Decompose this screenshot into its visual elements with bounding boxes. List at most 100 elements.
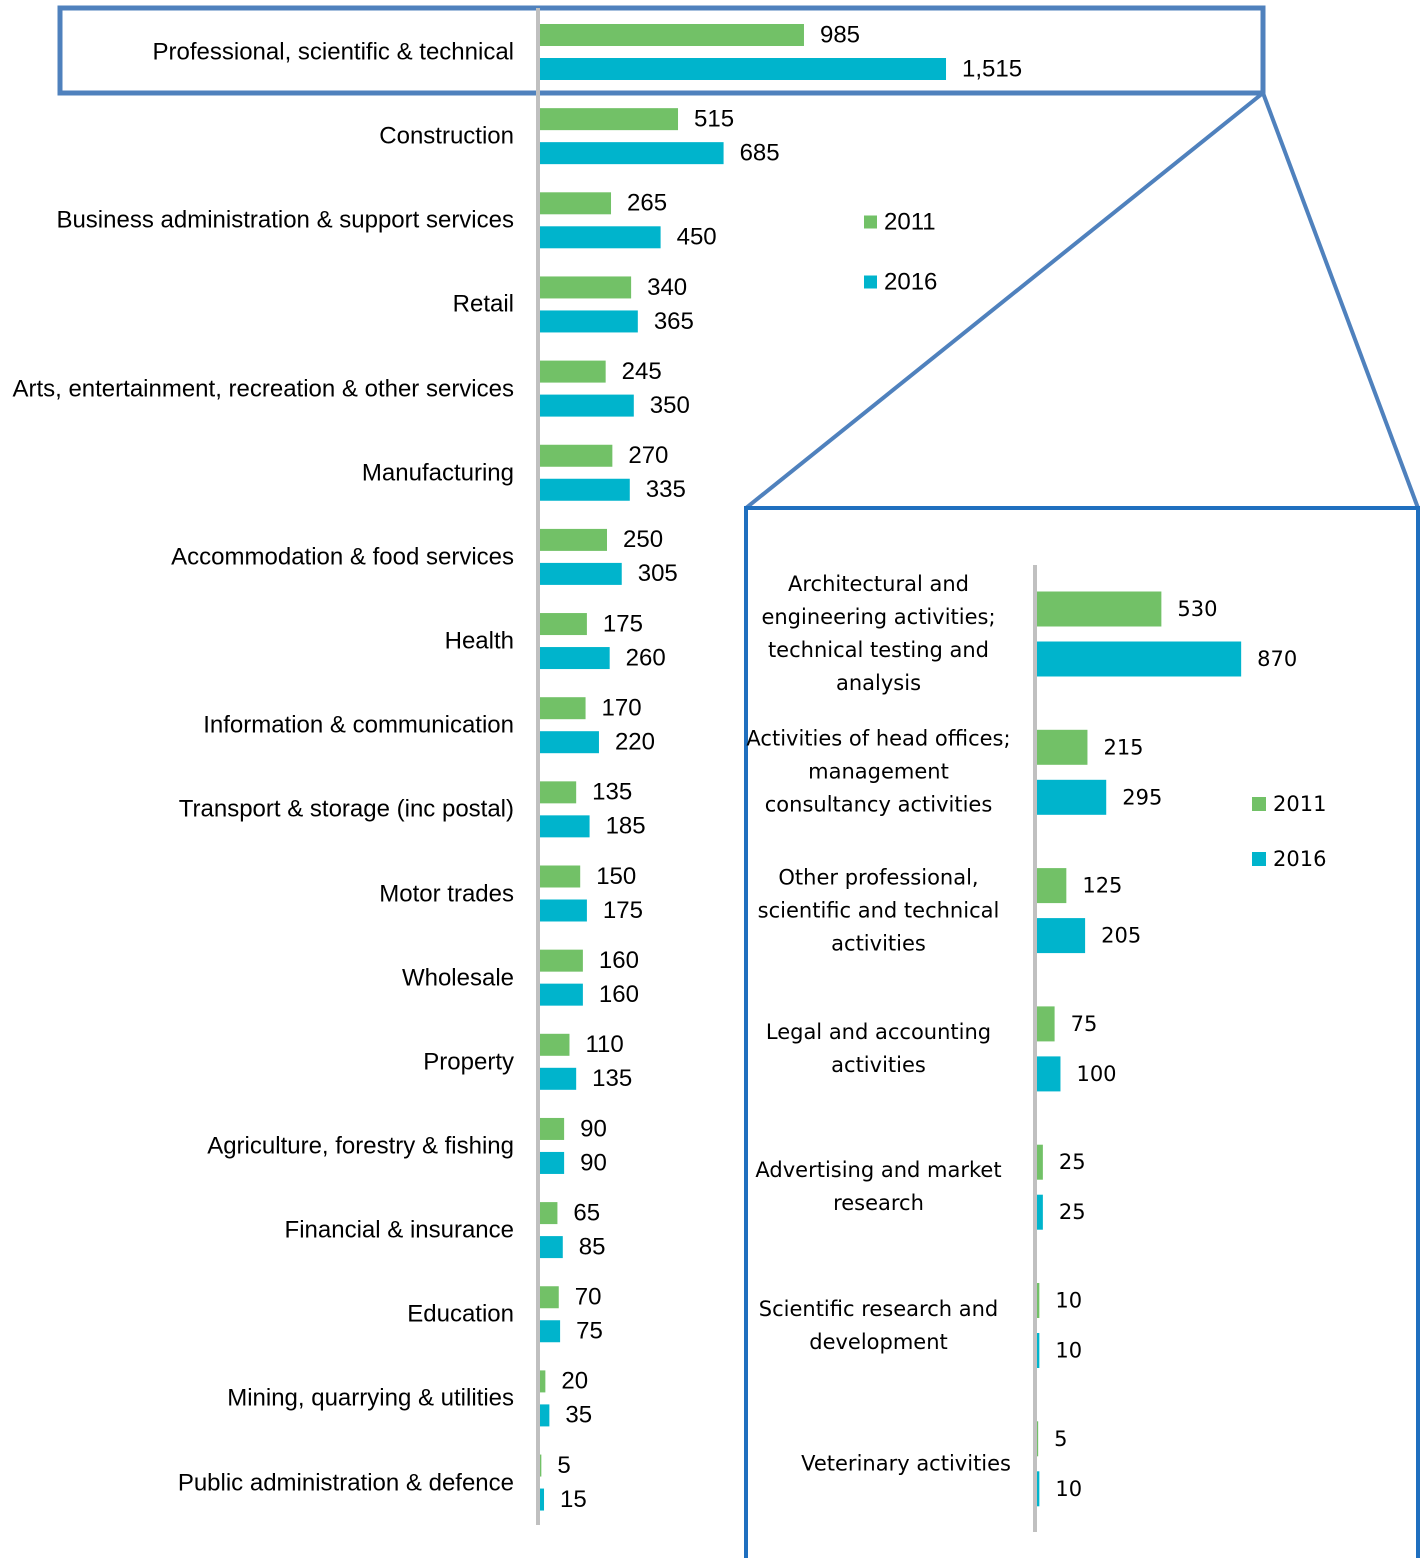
bar — [540, 276, 632, 299]
category-label: Retail — [453, 289, 514, 320]
value-label: 220 — [615, 729, 655, 756]
value-label: 305 — [638, 560, 678, 587]
value-label: 185 — [606, 813, 646, 840]
value-label: 295 — [1122, 785, 1162, 809]
category-label: Information & communication — [203, 710, 514, 741]
bar — [540, 899, 587, 922]
bar — [1037, 779, 1107, 815]
value-label: 250 — [623, 526, 663, 553]
bar — [1037, 918, 1086, 954]
bar — [540, 731, 599, 754]
legend-swatch — [864, 215, 877, 229]
category-label: Architectural and engineering activities… — [746, 568, 1011, 700]
detail-chart: 530 870 215 295 125 205 75 100 25 25 10 10 5 10 2011 20… — [1033, 565, 1326, 1532]
category-label: Transport & storage (inc postal) — [179, 794, 514, 825]
value-label: 205 — [1101, 924, 1141, 948]
category-label-text: Legal and accounting activities — [765, 1019, 992, 1077]
bar — [540, 360, 606, 383]
category-label: Accommodation & food services — [171, 541, 514, 572]
value-label: 10 — [1055, 1289, 1082, 1313]
main-chart: 9851,51551568526545034036524535027033525… — [536, 8, 1022, 1525]
bar — [1037, 1471, 1040, 1507]
bar — [540, 226, 661, 249]
category-label-text: Education — [407, 1300, 514, 1328]
zoom-line — [1261, 92, 1420, 509]
category-label: Motor trades — [379, 878, 514, 909]
bar — [540, 310, 638, 333]
category-label-text: Retail — [452, 290, 514, 318]
value-label: 75 — [576, 1318, 603, 1345]
bar — [540, 444, 613, 467]
category-label-text: Agriculture, forestry & fishing — [207, 1132, 514, 1160]
category-label-text: Mining, quarrying & utilities — [227, 1384, 514, 1412]
value-label: 70 — [575, 1284, 602, 1311]
category-label-text: Financial & insurance — [284, 1216, 514, 1244]
bar — [1037, 1144, 1043, 1180]
value-label: 90 — [580, 1115, 607, 1142]
bar — [540, 24, 804, 46]
value-label: 1,515 — [962, 55, 1022, 82]
bar — [540, 1067, 577, 1090]
value-label: 335 — [646, 476, 686, 503]
value-label: 125 — [1082, 874, 1122, 898]
category-label-text: Transport & storage (inc postal) — [178, 795, 514, 823]
value-label: 25 — [1059, 1150, 1086, 1174]
bar — [1037, 1194, 1043, 1230]
value-label: 265 — [627, 190, 667, 217]
legend-swatch — [864, 275, 877, 289]
bar — [540, 394, 634, 417]
bar — [1037, 1006, 1055, 1042]
value-label: 90 — [580, 1149, 607, 1176]
bar — [540, 815, 590, 838]
category-label: Agriculture, forestry & fishing — [207, 1130, 514, 1161]
zoom-box — [744, 506, 1420, 1558]
value-label: 245 — [622, 358, 662, 385]
bar — [540, 697, 586, 720]
category-label-text: Other professional, scientific and techn… — [757, 865, 1000, 956]
category-label-text: Health — [444, 627, 514, 655]
category-label-text: Professional, scientific & technical — [152, 38, 515, 66]
category-label: Wholesale — [402, 962, 514, 993]
bar — [540, 142, 724, 165]
bar — [1037, 591, 1162, 627]
value-label: 5 — [557, 1452, 570, 1479]
value-label: 160 — [599, 981, 639, 1008]
bar — [540, 1236, 563, 1259]
category-label: Arts, entertainment, recreation & other … — [12, 373, 514, 404]
bar — [1037, 1283, 1040, 1318]
category-label-text: Construction — [379, 122, 514, 150]
category-label: Construction — [379, 121, 514, 152]
category-label-text: Information & communication — [203, 711, 514, 739]
bar — [540, 1033, 570, 1056]
bar — [540, 528, 607, 551]
category-label: Financial & insurance — [285, 1215, 514, 1246]
value-label: 10 — [1055, 1339, 1082, 1363]
value-label: 340 — [647, 274, 687, 301]
bar — [1037, 1421, 1039, 1457]
category-label-text: Veterinary activities — [801, 1451, 1011, 1476]
category-label: Education — [407, 1299, 514, 1330]
category-label: Veterinary activities — [801, 1447, 1011, 1480]
value-label: 150 — [596, 863, 636, 890]
value-label: 515 — [694, 105, 734, 132]
bar — [540, 613, 587, 636]
category-label-text: Manufacturing — [361, 459, 514, 487]
category-label-text: Motor trades — [379, 880, 514, 907]
value-label: 530 — [1177, 597, 1217, 621]
value-label: 5 — [1054, 1427, 1067, 1451]
bar — [1037, 1333, 1040, 1368]
bar — [540, 1117, 565, 1140]
category-label-text: Arts, entertainment, recreation & other … — [12, 375, 514, 403]
value-label: 85 — [579, 1233, 606, 1260]
bar — [540, 478, 630, 501]
category-label-text: Business administration & support servic… — [56, 206, 514, 234]
category-label-text: Architectural and engineering activities… — [761, 572, 996, 695]
category-label-text: Activities of head offices; management c… — [746, 726, 1011, 817]
category-label-text: Accommodation & food services — [171, 543, 514, 571]
bar — [1037, 729, 1088, 765]
value-label: 20 — [561, 1368, 588, 1395]
category-label: Professional, scientific & technical — [153, 37, 515, 68]
category-label-text: Public administration & defence — [177, 1469, 514, 1497]
value-label: 110 — [585, 1031, 623, 1058]
